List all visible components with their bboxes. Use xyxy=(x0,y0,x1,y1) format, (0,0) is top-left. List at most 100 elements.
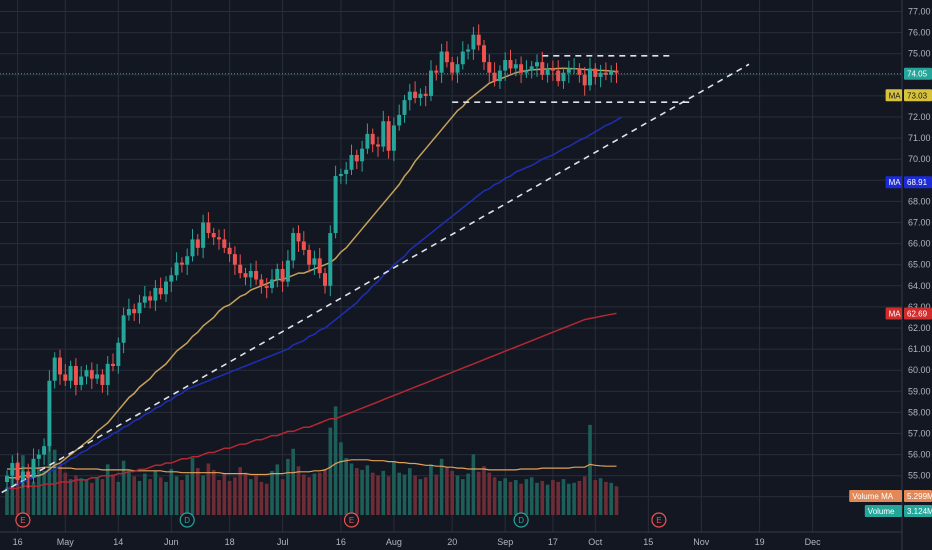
event-circle[interactable] xyxy=(651,512,667,528)
candle-body xyxy=(185,256,190,265)
candle-body xyxy=(20,471,25,480)
volume-bar xyxy=(116,481,121,515)
event-marker[interactable]: E xyxy=(343,512,360,528)
candle-body xyxy=(413,91,418,99)
candle-body xyxy=(323,273,327,286)
volume-bar xyxy=(79,478,83,515)
volume-bar xyxy=(42,470,46,515)
candle-body xyxy=(439,51,444,73)
volume-bar xyxy=(217,480,221,515)
event-circle[interactable] xyxy=(343,512,360,528)
volume-bar xyxy=(249,479,253,515)
trendlines[interactable] xyxy=(1,55,750,494)
volume-bar xyxy=(455,475,460,515)
volume-bar xyxy=(519,483,523,515)
candle-body xyxy=(169,275,174,282)
volume-bar xyxy=(196,468,200,515)
volume-bar xyxy=(105,464,110,515)
candle-body xyxy=(36,454,41,459)
candle-body xyxy=(333,176,338,234)
candle-body xyxy=(79,376,84,385)
price-tick-label: 61.00 xyxy=(908,344,931,354)
volume-bar xyxy=(561,479,566,515)
volume-bar xyxy=(312,473,317,515)
volume-bar xyxy=(535,482,539,515)
time-tick-label: Jul xyxy=(277,537,289,547)
price-tick-label: 57.00 xyxy=(908,429,931,439)
event-letter: D xyxy=(184,516,190,525)
volume-bar xyxy=(471,454,476,515)
volume-bar xyxy=(582,476,587,515)
event-letter: E xyxy=(349,516,354,525)
candle-body xyxy=(222,239,227,248)
candle-body xyxy=(312,258,317,265)
volume-bar xyxy=(127,470,131,515)
volume-ma-tag-box xyxy=(904,490,932,502)
volume-bar xyxy=(37,467,41,515)
price-tick-label: 65.00 xyxy=(908,260,931,270)
candle-body xyxy=(513,64,518,69)
ma50-line xyxy=(6,116,623,490)
volume-bar xyxy=(445,467,449,515)
moving-averages xyxy=(6,67,623,490)
candle-body xyxy=(307,249,312,265)
volume-bar xyxy=(514,480,518,515)
volume-bar xyxy=(386,476,391,515)
volume-bar xyxy=(482,466,486,515)
volume-bar xyxy=(52,449,57,515)
event-circle[interactable] xyxy=(513,512,529,528)
event-marker[interactable]: E xyxy=(15,512,31,528)
candle-body xyxy=(566,68,571,73)
price-tags: 74.05 MA 73.03 MA 68.91 MA 62.69 Volume MA 5.299… xyxy=(849,67,932,517)
candle-body xyxy=(291,233,296,261)
volume-bar xyxy=(461,479,465,515)
candle-body xyxy=(211,233,216,238)
trendline[interactable] xyxy=(1,63,750,494)
event-circle[interactable] xyxy=(15,512,31,528)
ma-tag-box xyxy=(904,89,932,102)
candle-body xyxy=(100,374,105,385)
time-axis[interactable]: Apr16May14Jun18Jul16Aug20Sep17Oct15Nov19… xyxy=(0,531,902,547)
volume-bar xyxy=(275,464,280,515)
candle-body xyxy=(58,357,62,375)
candle-body xyxy=(370,133,375,145)
volume-bar xyxy=(26,477,30,515)
ma-tag-prefix: MA xyxy=(889,309,902,318)
time-tick-label: Dec xyxy=(805,537,822,547)
volume-bar xyxy=(190,457,195,515)
candle-body xyxy=(153,287,158,301)
candle-body xyxy=(164,281,168,295)
time-tick-label: Oct xyxy=(588,537,603,547)
volume-bar xyxy=(302,474,306,515)
time-tick-label: 15 xyxy=(643,537,653,547)
volume-bar xyxy=(498,480,502,515)
candle-body xyxy=(47,380,52,447)
candle-body xyxy=(63,374,68,381)
time-tick-label: 16 xyxy=(13,537,23,547)
candle-body xyxy=(519,64,524,73)
volume-bar xyxy=(148,479,152,515)
price-tick-label: 66.00 xyxy=(908,239,931,249)
candle-body xyxy=(582,74,587,86)
time-tick-label: 14 xyxy=(113,537,123,547)
event-circle[interactable] xyxy=(179,512,195,528)
event-marker[interactable]: D xyxy=(513,512,529,528)
volume-tag-prefix-box xyxy=(864,505,902,517)
candle-body xyxy=(84,370,89,377)
event-marker[interactable]: D xyxy=(179,512,195,528)
event-marker[interactable]: E xyxy=(651,512,667,528)
candle-body xyxy=(593,68,598,77)
candle-body xyxy=(360,148,365,162)
volume-bar xyxy=(201,475,205,515)
volume-bar xyxy=(614,486,619,515)
candle-body xyxy=(349,154,354,170)
candle-body xyxy=(376,144,380,147)
price-tick-label: 58.00 xyxy=(908,407,931,417)
candle-body xyxy=(132,309,137,314)
volume-bar xyxy=(492,477,497,515)
candle-body xyxy=(5,475,9,483)
volume-bar xyxy=(259,481,264,515)
